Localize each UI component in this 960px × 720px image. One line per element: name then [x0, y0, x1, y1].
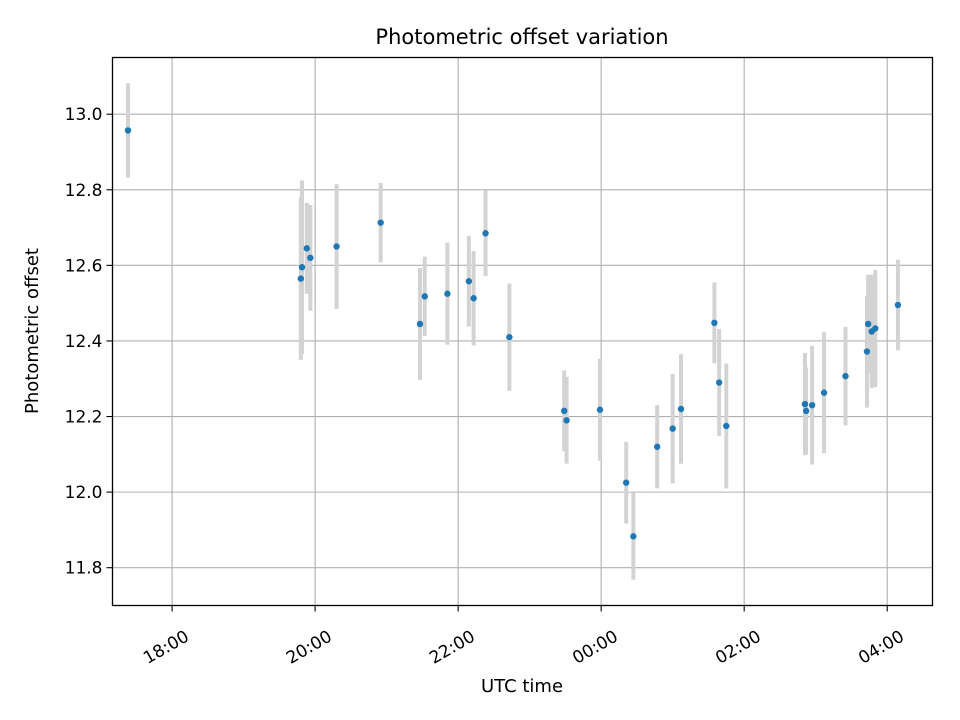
data-point [444, 290, 451, 297]
data-point [669, 425, 676, 432]
y-tick-label: 13.0 [65, 105, 103, 125]
data-point [596, 406, 604, 413]
data-point [298, 264, 306, 271]
y-axis-label: Photometric offset [22, 248, 43, 414]
data-point [872, 325, 879, 332]
data-point [465, 278, 473, 285]
data-point [842, 372, 849, 380]
data-point [333, 243, 340, 250]
data-point [506, 333, 513, 341]
data-point [561, 407, 568, 415]
y-tick-label: 12.0 [65, 483, 103, 503]
y-tick-label: 12.8 [65, 181, 103, 201]
data-point [723, 422, 730, 430]
data-point [377, 219, 384, 226]
data-point [416, 320, 424, 328]
data-point [307, 254, 314, 262]
data-point [715, 379, 723, 386]
y-tick-label: 12.6 [65, 256, 103, 276]
grid [112, 57, 933, 606]
data-point [802, 407, 810, 415]
y-tick-label: 12.2 [65, 408, 103, 428]
data-point [864, 320, 872, 328]
data-point [820, 389, 828, 396]
data-point [894, 301, 902, 309]
data-point [801, 400, 809, 408]
y-tick-label: 11.8 [65, 559, 103, 579]
data-point [622, 479, 630, 486]
plot-frame [111, 56, 934, 607]
data-point [711, 319, 718, 327]
data-points [124, 127, 902, 540]
data-point [303, 245, 310, 252]
data-point [563, 417, 570, 424]
chart-title: Photometric offset variation [375, 25, 668, 49]
data-point [297, 275, 305, 282]
data-point [421, 293, 428, 300]
data-point [482, 230, 489, 237]
data-point [808, 401, 816, 409]
data-point [470, 295, 477, 302]
data-point [863, 348, 871, 355]
y-tick-label: 12.4 [65, 332, 103, 352]
data-point [653, 443, 661, 450]
data-point [630, 533, 637, 540]
data-point [124, 127, 132, 134]
data-point [677, 405, 685, 413]
x-axis-label: UTC time [481, 676, 563, 697]
